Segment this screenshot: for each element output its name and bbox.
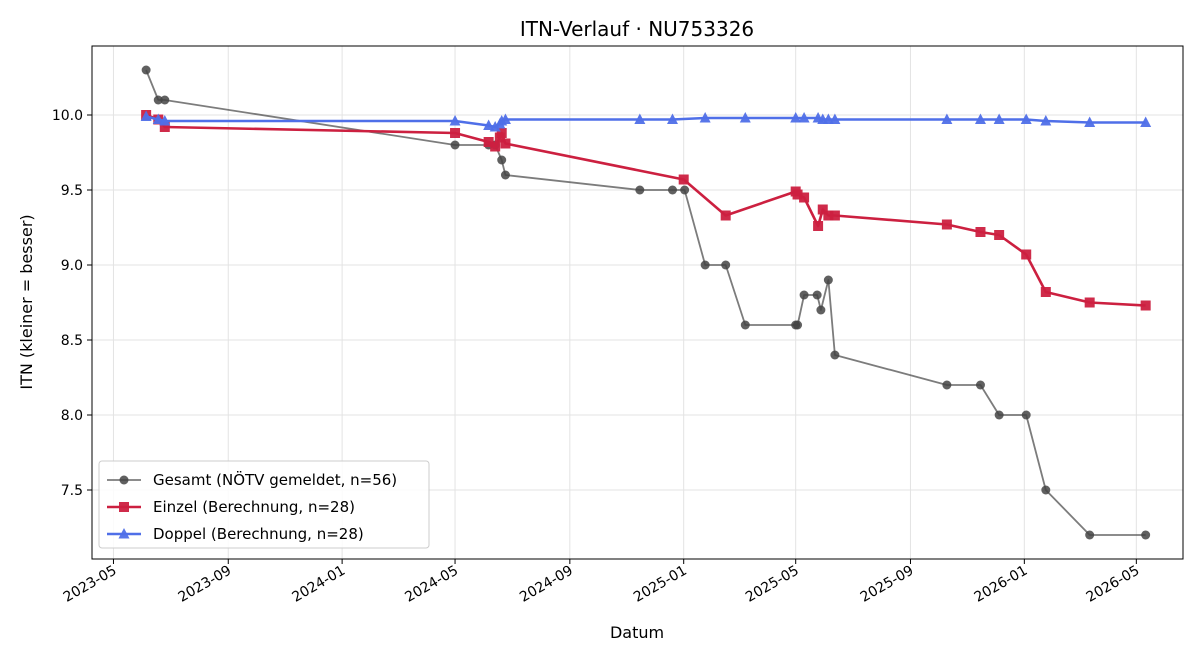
data-point <box>1085 530 1095 540</box>
data-point <box>699 112 711 123</box>
data-point <box>635 185 645 195</box>
data-point <box>1141 530 1151 540</box>
data-point <box>1040 287 1051 297</box>
y-tick-label: 8.0 <box>61 408 83 424</box>
data-point <box>799 192 810 203</box>
data-point <box>792 189 803 200</box>
legend-box <box>98 460 430 549</box>
legend-marker <box>118 528 130 539</box>
data-point <box>483 119 495 130</box>
data-point <box>634 113 646 124</box>
data-point <box>823 210 834 221</box>
data-point <box>1040 115 1052 126</box>
data-point <box>667 185 677 195</box>
legend-label: Gesamt (NÖTV gemeldet, n=56) <box>153 470 397 489</box>
data-point <box>739 112 751 123</box>
data-point <box>700 260 710 270</box>
data-point <box>823 275 833 285</box>
data-point <box>720 210 731 221</box>
data-point <box>812 290 822 300</box>
data-point <box>941 219 952 230</box>
data-point <box>483 137 494 147</box>
y-tick-label: 10.0 <box>52 108 83 124</box>
data-point <box>829 210 840 221</box>
y-tick-label: 8.5 <box>61 333 83 349</box>
data-point <box>740 320 750 330</box>
data-point <box>942 380 952 390</box>
data-point <box>975 227 986 237</box>
chart-title: ITN-Verlauf · NU753326 <box>520 17 754 41</box>
data-point <box>153 95 163 105</box>
data-point <box>816 305 826 315</box>
data-point <box>817 204 828 215</box>
data-point <box>450 140 460 150</box>
data-point <box>994 410 1004 420</box>
data-point <box>1021 249 1032 260</box>
legend-marker <box>119 475 129 485</box>
legend-items: Gesamt (NÖTV gemeldet, n=56) Einzel (Bere… <box>107 470 397 543</box>
y-axis-label: ITN (kleiner = besser) <box>17 214 36 389</box>
data-point <box>721 260 731 270</box>
legend: Gesamt (NÖTV gemeldet, n=56) Einzel (Bere… <box>98 460 430 549</box>
data-point <box>159 115 171 126</box>
data-point <box>496 128 507 138</box>
data-point <box>793 320 803 330</box>
plot-frame <box>91 45 1184 560</box>
data-point <box>813 221 824 231</box>
y-axis-ticks: 7.5 8.0 8.5 9.0 9.5 10.0 <box>52 108 92 499</box>
data-point <box>500 138 511 149</box>
data-point <box>790 112 802 123</box>
data-point <box>830 350 840 360</box>
data-point <box>1140 116 1152 127</box>
x-axis-label: Datum <box>610 623 664 642</box>
series-triangle <box>140 110 1152 132</box>
data-point <box>941 113 953 124</box>
data-point <box>490 141 501 152</box>
data-point <box>159 122 170 132</box>
data-point <box>140 110 152 121</box>
data-point <box>497 155 507 165</box>
data-point <box>974 113 986 124</box>
data-point <box>450 128 461 138</box>
data-point <box>678 174 689 185</box>
y-tick-label: 9.5 <box>61 183 83 199</box>
data-point <box>499 113 511 124</box>
legend-label: Doppel (Berechnung, n=28) <box>153 525 364 543</box>
data-point <box>1021 410 1031 420</box>
data-point <box>500 170 510 180</box>
data-point <box>160 95 170 105</box>
data-point <box>1084 116 1096 127</box>
data-point <box>489 121 501 132</box>
data-point <box>829 113 841 124</box>
data-point <box>994 230 1005 240</box>
data-point <box>152 113 164 124</box>
data-point <box>975 380 985 390</box>
data-point <box>993 113 1005 124</box>
data-point <box>1020 113 1032 124</box>
y-tick-label: 7.5 <box>61 483 83 499</box>
data-point <box>1140 300 1151 311</box>
data-point <box>799 290 809 300</box>
legend-marker <box>119 502 129 512</box>
data-point <box>141 65 151 75</box>
data-point <box>1084 297 1095 308</box>
legend-label: Einzel (Berechnung, n=28) <box>153 498 355 516</box>
y-tick-label: 9.0 <box>61 258 83 274</box>
data-point <box>449 115 461 126</box>
data-point <box>798 112 810 123</box>
data-point <box>666 113 678 124</box>
data-point <box>1041 485 1051 495</box>
data-point <box>680 185 690 195</box>
series-layer <box>140 65 1152 540</box>
